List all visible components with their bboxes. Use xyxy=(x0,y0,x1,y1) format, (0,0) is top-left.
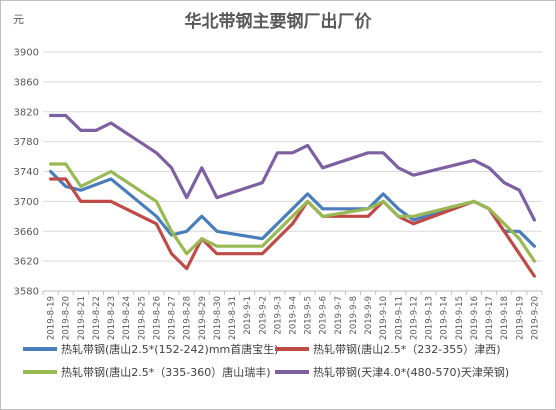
x-tick-label: 2019-8-28 xyxy=(183,296,193,340)
x-tick-label: 2019-8-30 xyxy=(213,296,223,340)
y-tick-label: 3620 xyxy=(14,257,39,268)
y-tick-label: 3700 xyxy=(14,197,39,208)
x-tick-label: 2019-9-13 xyxy=(425,296,435,340)
x-tick-label: 2019-9-7 xyxy=(334,296,344,335)
legend-label-1: 热轧带钢(唐山2.5*(152-242)mm首唐宝生) xyxy=(61,342,279,356)
x-tick-label: 2019-8-24 xyxy=(122,296,132,340)
x-tick-label: 2019-9-12 xyxy=(409,296,419,340)
gridlines xyxy=(43,51,542,292)
x-tick-label: 2019-8-29 xyxy=(198,296,208,340)
series-line-3 xyxy=(48,162,537,263)
x-tick-label: 2019-9-8 xyxy=(349,296,359,335)
series-lines xyxy=(48,113,537,278)
y-tick-label: 3860 xyxy=(14,77,39,88)
x-tick-label: 2019-9-11 xyxy=(394,296,404,340)
x-tick-label: 2019-8-22 xyxy=(92,296,102,340)
y-tick-label: 3780 xyxy=(14,137,39,148)
y-axis-ticks: 3580 3620 3660 3700 3740 3780 3820 3860 3900 xyxy=(14,48,39,298)
y-tick-label: 3820 xyxy=(14,107,39,118)
y-axis-unit: 元 xyxy=(13,13,24,26)
x-tick-label: 2019-8-20 xyxy=(62,296,72,340)
x-tick-label: 2019-8-21 xyxy=(77,296,87,340)
x-tick-label: 2019-8-27 xyxy=(168,296,178,340)
legend-label-4: 热轧带钢(天津4.0*(480-570)天津荣钢) xyxy=(313,365,509,379)
x-tick-label: 2019-9-10 xyxy=(379,296,389,340)
y-tick-label: 3580 xyxy=(14,287,39,298)
x-tick-label: 2019-8-25 xyxy=(137,296,147,340)
series-line-4 xyxy=(48,113,537,222)
chart-title: 华北带钢主要钢厂出厂价 xyxy=(185,11,373,32)
x-tick-label: 2019-9-20 xyxy=(530,296,540,340)
x-tick-label: 2019-9-9 xyxy=(364,296,374,335)
x-tick-label: 2019-9-2 xyxy=(258,296,268,335)
x-tick-label: 2019-9-14 xyxy=(440,296,450,340)
x-tick-label: 2019-9-15 xyxy=(455,296,465,340)
legend-label-2: 热轧带钢(唐山2.5*（232-355）津西) xyxy=(313,342,501,356)
x-tick-label: 2019-8-26 xyxy=(152,296,162,340)
x-tick-label: 2019-9-19 xyxy=(515,296,525,340)
x-tick-label: 2019-8-23 xyxy=(107,296,117,340)
x-tick-label: 2019-8-19 xyxy=(47,296,57,340)
y-tick-label: 3900 xyxy=(14,48,39,59)
legend-label-3: 热轧带钢(唐山2.5*（335-360）唐山瑞丰) xyxy=(61,365,271,379)
y-tick-label: 3740 xyxy=(14,167,39,178)
x-axis-ticks: 2019-8-19 2019-8-20 2019-8-21 2019-8-22 2019… xyxy=(42,291,543,340)
x-tick-label: 2019-9-4 xyxy=(289,296,299,335)
legend: 热轧带钢(唐山2.5*(152-242)mm首唐宝生) 热轧带钢(唐山2.5*（2… xyxy=(23,342,509,379)
x-tick-label: 2019-9-17 xyxy=(485,296,495,340)
x-tick-label: 2019-9-5 xyxy=(304,296,314,335)
x-tick-label: 2019-9-1 xyxy=(243,296,253,335)
x-tick-label: 2019-8-31 xyxy=(228,296,238,340)
x-tick-label: 2019-9-18 xyxy=(500,296,510,340)
x-tick-label: 2019-9-6 xyxy=(319,296,329,335)
x-tick-label: 2019-9-3 xyxy=(273,296,283,335)
x-tick-label: 2019-9-16 xyxy=(470,296,480,340)
y-tick-label: 3660 xyxy=(14,227,39,238)
